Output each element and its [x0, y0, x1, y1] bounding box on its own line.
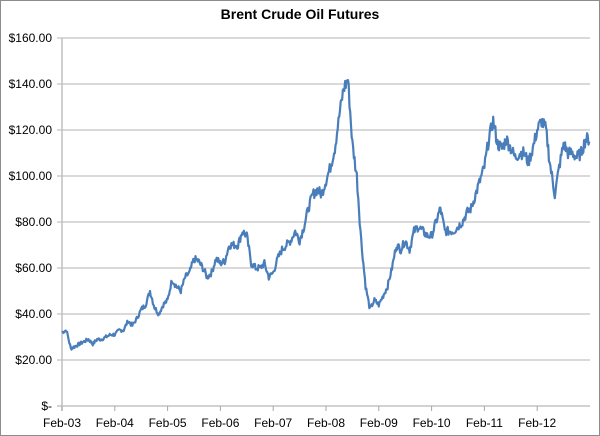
y-tick-label: $140.00: [9, 77, 53, 91]
y-tick-label: $120.00: [9, 123, 53, 137]
x-tick-label: Feb-10: [413, 416, 451, 430]
x-tick-label: Feb-09: [360, 416, 398, 430]
y-tick-label: $60.00: [15, 261, 52, 275]
chart-title: Brent Crude Oil Futures: [220, 6, 380, 22]
y-axis: $- $20.00 $40.00 $60.00 $80.00 $100.00 $120.00…: [9, 31, 53, 413]
x-tick-label: Feb-07: [254, 416, 292, 430]
x-tick-label: Feb-03: [43, 416, 81, 430]
y-tick-label: $-: [41, 399, 52, 413]
x-tick-label: Feb-04: [96, 416, 134, 430]
gridlines: [57, 37, 590, 411]
y-tick-label: $40.00: [15, 307, 52, 321]
y-tick-label: $80.00: [15, 215, 52, 229]
y-tick-label: $100.00: [9, 169, 53, 183]
x-tick-label: Feb-11: [466, 416, 503, 430]
x-axis: Feb-03 Feb-04 Feb-05 Feb-06 Feb-07 Feb-08 Feb-…: [43, 406, 557, 430]
y-tick-label: $20.00: [15, 353, 52, 367]
x-tick-label: Feb-06: [201, 416, 239, 430]
x-tick-label: Feb-12: [518, 416, 556, 430]
y-tick-label: $160.00: [9, 31, 53, 45]
x-tick-label: Feb-05: [149, 416, 187, 430]
x-tick-label: Feb-08: [307, 416, 345, 430]
price-series-line: [61, 78, 591, 351]
